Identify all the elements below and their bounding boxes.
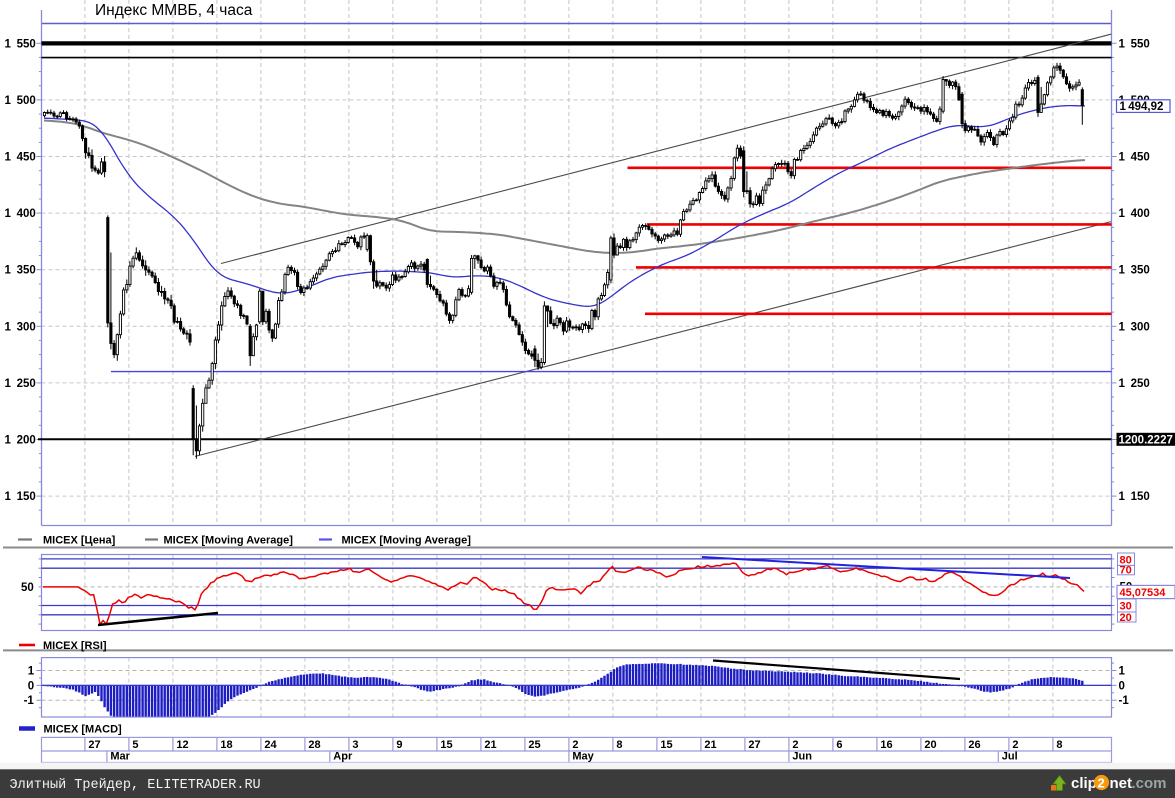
svg-text:5: 5	[132, 739, 138, 751]
svg-text:1 300: 1 300	[1119, 321, 1150, 333]
svg-text:-1: -1	[1119, 695, 1130, 707]
svg-text:1 350: 1 350	[5, 265, 36, 277]
svg-text:net: net	[1110, 775, 1133, 792]
svg-text:15: 15	[660, 739, 672, 751]
svg-text:15: 15	[440, 739, 452, 751]
svg-text:21: 21	[704, 739, 716, 751]
svg-text:1 500: 1 500	[5, 95, 36, 107]
svg-text:Элитный Трейдер, ELITETRADER.R: Элитный Трейдер, ELITETRADER.RU	[10, 778, 261, 793]
svg-text:1 350: 1 350	[1119, 265, 1150, 277]
svg-text:26: 26	[968, 739, 980, 751]
svg-text:8: 8	[1056, 739, 1062, 751]
svg-text:2: 2	[792, 739, 798, 751]
svg-text:MICEX [Цена]: MICEX [Цена]	[43, 535, 116, 547]
svg-text:May: May	[572, 751, 594, 763]
svg-text:80: 80	[1120, 554, 1132, 566]
svg-text:1 450: 1 450	[5, 152, 36, 164]
svg-text:6: 6	[836, 739, 842, 751]
svg-text:Индекс ММВБ, 4 часа: Индекс ММВБ, 4 часа	[95, 2, 253, 19]
svg-text:Apr: Apr	[333, 751, 353, 763]
svg-text:MICEX [RSI]: MICEX [RSI]	[43, 640, 107, 652]
svg-text:20: 20	[924, 739, 936, 751]
svg-text:Mar: Mar	[110, 751, 130, 763]
svg-text:1 300: 1 300	[5, 321, 36, 333]
svg-text:MICEX [Moving Average]: MICEX [Moving Average]	[342, 535, 472, 547]
svg-text:27: 27	[88, 739, 100, 751]
svg-text:1 150: 1 150	[5, 491, 36, 503]
svg-text:1 550: 1 550	[1119, 38, 1150, 50]
svg-text:21: 21	[484, 739, 496, 751]
svg-text:0: 0	[28, 680, 34, 692]
svg-text:30: 30	[1120, 601, 1132, 613]
svg-text:28: 28	[308, 739, 320, 751]
svg-text:50: 50	[21, 582, 34, 594]
svg-text:12: 12	[176, 739, 188, 751]
svg-text:18: 18	[220, 739, 232, 751]
svg-text:1 450: 1 450	[1119, 152, 1150, 164]
svg-text:1: 1	[1119, 666, 1126, 678]
svg-text:1 400: 1 400	[5, 208, 36, 220]
svg-text:16: 16	[880, 739, 892, 751]
svg-text:Jun: Jun	[792, 751, 812, 763]
svg-text:8: 8	[616, 739, 622, 751]
svg-text:2: 2	[1098, 776, 1105, 791]
svg-text:24: 24	[264, 739, 277, 751]
svg-text:2: 2	[1012, 739, 1018, 751]
svg-text:1 250: 1 250	[5, 378, 36, 390]
svg-text:1: 1	[28, 666, 35, 678]
svg-text:1 250: 1 250	[1119, 378, 1150, 390]
svg-text:20: 20	[1120, 612, 1132, 624]
svg-text:1 150: 1 150	[1119, 491, 1150, 503]
svg-text:9: 9	[396, 739, 402, 751]
svg-text:-1: -1	[24, 695, 35, 707]
svg-text:45,07534: 45,07534	[1120, 587, 1167, 599]
svg-text:70: 70	[1120, 565, 1132, 577]
svg-text:1 400: 1 400	[1119, 208, 1150, 220]
svg-text:2: 2	[572, 739, 578, 751]
svg-text:27: 27	[748, 739, 760, 751]
svg-text:1200.2227: 1200.2227	[1119, 434, 1173, 446]
svg-text:clip: clip	[1071, 775, 1097, 792]
svg-text:0: 0	[1119, 680, 1125, 692]
svg-text:MICEX [MACD]: MICEX [MACD]	[44, 724, 123, 736]
svg-text:1 494,92: 1 494,92	[1120, 101, 1164, 113]
svg-text:25: 25	[528, 739, 540, 751]
svg-text:1 550: 1 550	[5, 38, 36, 50]
svg-text:.com: .com	[1132, 775, 1167, 792]
svg-text:3: 3	[352, 739, 358, 751]
svg-text:MICEX [Moving Average]: MICEX [Moving Average]	[164, 535, 294, 547]
svg-text:Jul: Jul	[1002, 751, 1018, 763]
svg-text:1 200: 1 200	[5, 435, 36, 447]
